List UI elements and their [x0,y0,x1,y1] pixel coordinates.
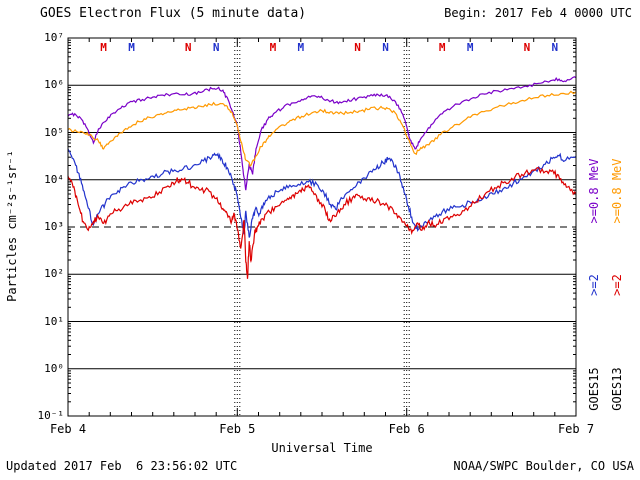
y-tick-label: 10³ [44,220,64,233]
satellite-noon-marker: N [382,41,389,54]
satellite-noon-marker: N [524,41,531,54]
y-tick-label: 10⁷ [44,31,64,44]
satellite-noon-marker: N [185,41,192,54]
satellite-midnight-marker: M [100,41,107,54]
legend-goes13-name: GOES13 [610,367,624,411]
y-tick-label: 10⁶ [44,78,64,92]
series-goes13-0-8-mev [68,90,576,167]
satellite-noon-marker: N [551,41,558,54]
x-tick-label: Feb 5 [219,422,256,436]
satellite-midnight-marker: M [439,41,446,54]
page-title: GOES Electron Flux (5 minute data) [40,6,307,21]
y-tick-label: 10² [44,267,64,281]
satellite-midnight-marker: M [297,41,304,54]
series-goes15-2-mev [68,148,576,238]
updated-timestamp: Updated 2017 Feb 6 23:56:02 UTC [6,459,238,473]
source-attribution: NOAA/SWPC Boulder, CO USA [453,459,634,473]
begin-timestamp: Begin: 2017 Feb 4 0000 UTC [444,6,632,20]
y-tick-label: 10⁴ [44,172,64,186]
x-tick-label: Feb 6 [388,422,425,436]
y-tick-label: 10⁰ [44,361,64,375]
x-tick-label: Feb 7 [557,422,595,436]
satellite-midnight-marker: M [467,41,474,54]
satellite-noon-marker: N [354,41,361,54]
series-goes15-0-8-mev [68,76,576,191]
y-tick-label: 10¹ [44,314,64,328]
satellite-midnight-marker: M [128,41,135,54]
y-tick-label: 10⁻¹ [37,409,65,422]
satellite-midnight-marker: M [270,41,277,54]
satellite-noon-marker: N [213,41,220,54]
y-tick-label: 10⁵ [44,125,64,139]
legend-goes15-name: GOES15 [587,367,601,411]
x-tick-label: Feb 4 [49,422,87,436]
y-axis-label: Particles cm⁻²s⁻¹sr⁻¹ [5,150,19,302]
series-goes13-2-mev [68,167,576,279]
x-axis-label: Universal Time [271,441,373,455]
